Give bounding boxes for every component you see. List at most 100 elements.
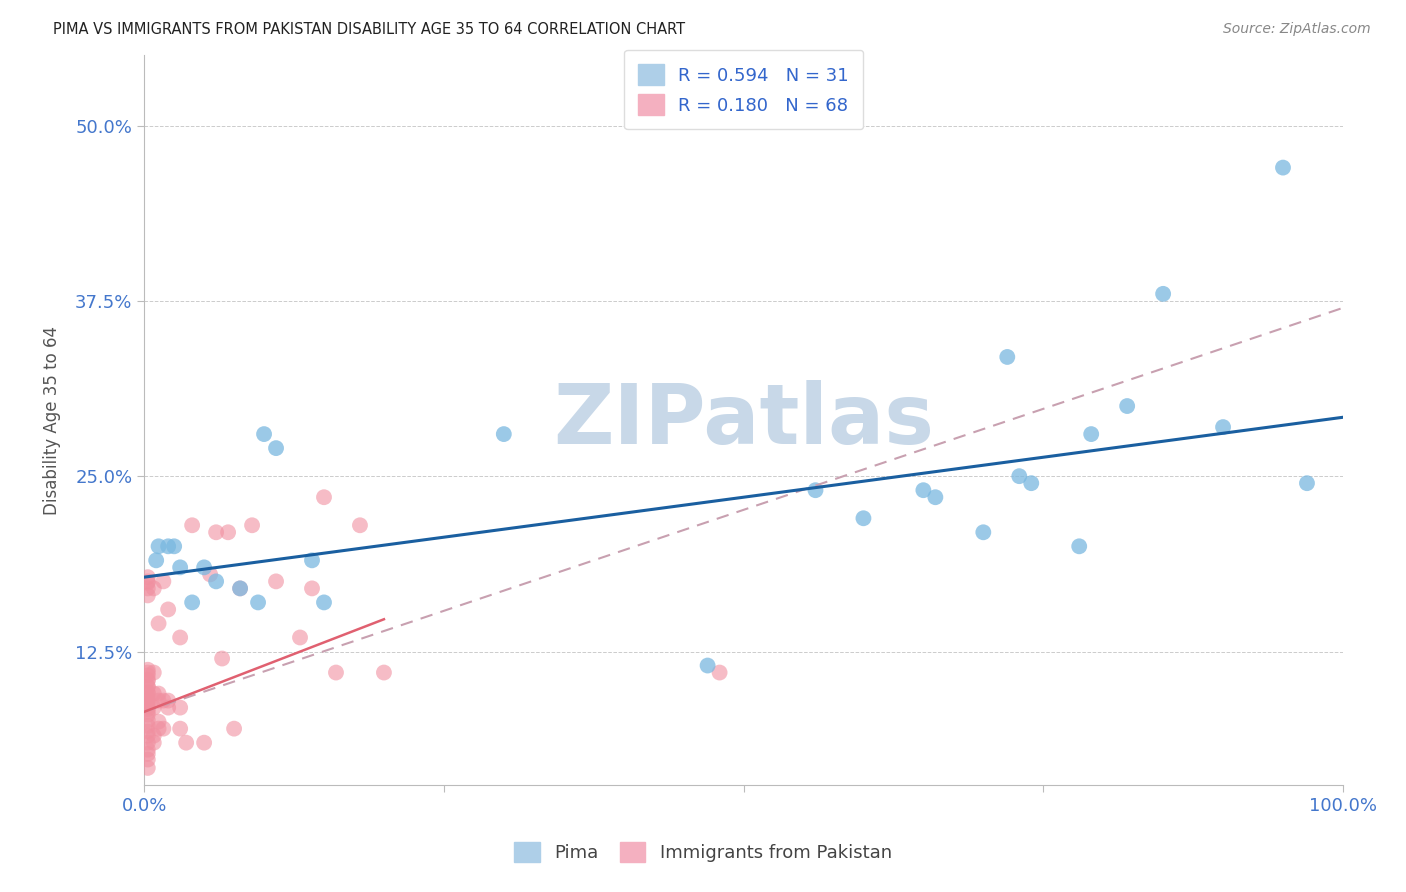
- Point: [142, 687, 165, 701]
- Point: [709, 665, 731, 680]
- Point: [1069, 539, 1091, 553]
- Point: [136, 687, 159, 701]
- Point: [1152, 286, 1174, 301]
- Point: [217, 525, 239, 540]
- Text: PIMA VS IMMIGRANTS FROM PAKISTAN DISABILITY AGE 35 TO 64 CORRELATION CHART: PIMA VS IMMIGRANTS FROM PAKISTAN DISABIL…: [53, 22, 686, 37]
- Point: [136, 668, 159, 682]
- Point: [142, 729, 165, 743]
- Point: [142, 700, 165, 714]
- Point: [136, 663, 159, 677]
- Point: [193, 560, 215, 574]
- Point: [136, 729, 159, 743]
- Point: [205, 525, 228, 540]
- Point: [136, 570, 159, 584]
- Point: [148, 693, 170, 707]
- Point: [325, 665, 347, 680]
- Point: [148, 714, 170, 729]
- Point: [148, 616, 170, 631]
- Point: [136, 588, 159, 602]
- Point: [264, 441, 287, 455]
- Point: [912, 483, 935, 498]
- Point: [145, 553, 167, 567]
- Point: [995, 350, 1018, 364]
- Legend: R = 0.594   N = 31, R = 0.180   N = 68: R = 0.594 N = 31, R = 0.180 N = 68: [624, 50, 863, 129]
- Point: [136, 742, 159, 756]
- Y-axis label: Disability Age 35 to 64: Disability Age 35 to 64: [44, 326, 60, 515]
- Point: [136, 752, 159, 766]
- Point: [193, 736, 215, 750]
- Point: [136, 685, 159, 699]
- Point: [157, 700, 180, 714]
- Point: [1019, 476, 1042, 491]
- Point: [136, 690, 159, 705]
- Point: [142, 665, 165, 680]
- Point: [136, 719, 159, 733]
- Point: [136, 747, 159, 761]
- Point: [169, 631, 191, 645]
- Point: [157, 693, 180, 707]
- Point: [148, 539, 170, 553]
- Point: [301, 553, 323, 567]
- Point: [136, 673, 159, 688]
- Point: [1080, 427, 1102, 442]
- Point: [924, 490, 946, 504]
- Point: [492, 427, 515, 442]
- Point: [136, 713, 159, 727]
- Point: [157, 602, 180, 616]
- Point: [229, 582, 252, 596]
- Point: [136, 665, 159, 680]
- Point: [136, 707, 159, 722]
- Point: [240, 518, 263, 533]
- Point: [163, 539, 186, 553]
- Point: [301, 582, 323, 596]
- Point: [136, 680, 159, 694]
- Point: [157, 539, 180, 553]
- Point: [169, 722, 191, 736]
- Point: [169, 700, 191, 714]
- Point: [142, 582, 165, 596]
- Point: [136, 582, 159, 596]
- Point: [136, 699, 159, 714]
- Point: [152, 722, 174, 736]
- Point: [804, 483, 827, 498]
- Point: [136, 705, 159, 719]
- Point: [852, 511, 875, 525]
- Point: [1296, 476, 1319, 491]
- Point: [136, 724, 159, 739]
- Point: [1116, 399, 1139, 413]
- Point: [264, 574, 287, 589]
- Point: [247, 595, 270, 609]
- Point: [972, 525, 994, 540]
- Point: [211, 651, 233, 665]
- Point: [253, 427, 276, 442]
- Point: [181, 595, 204, 609]
- Point: [312, 490, 335, 504]
- Point: [136, 680, 159, 694]
- Point: [312, 595, 335, 609]
- Point: [142, 736, 165, 750]
- Point: [181, 518, 204, 533]
- Point: [349, 518, 371, 533]
- Point: [229, 582, 252, 596]
- Point: [148, 687, 170, 701]
- Point: [222, 722, 245, 736]
- Point: [152, 574, 174, 589]
- Point: [136, 574, 159, 589]
- Point: [152, 693, 174, 707]
- Point: [136, 693, 159, 707]
- Point: [136, 702, 159, 716]
- Point: [136, 697, 159, 711]
- Legend: Pima, Immigrants from Pakistan: Pima, Immigrants from Pakistan: [508, 834, 898, 870]
- Point: [1212, 420, 1234, 434]
- Point: [198, 567, 221, 582]
- Point: [136, 761, 159, 775]
- Point: [373, 665, 395, 680]
- Point: [136, 575, 159, 590]
- Point: [169, 560, 191, 574]
- Point: [205, 574, 228, 589]
- Point: [288, 631, 311, 645]
- Point: [1008, 469, 1031, 483]
- Point: [1272, 161, 1295, 175]
- Text: Source: ZipAtlas.com: Source: ZipAtlas.com: [1223, 22, 1371, 37]
- Point: [148, 722, 170, 736]
